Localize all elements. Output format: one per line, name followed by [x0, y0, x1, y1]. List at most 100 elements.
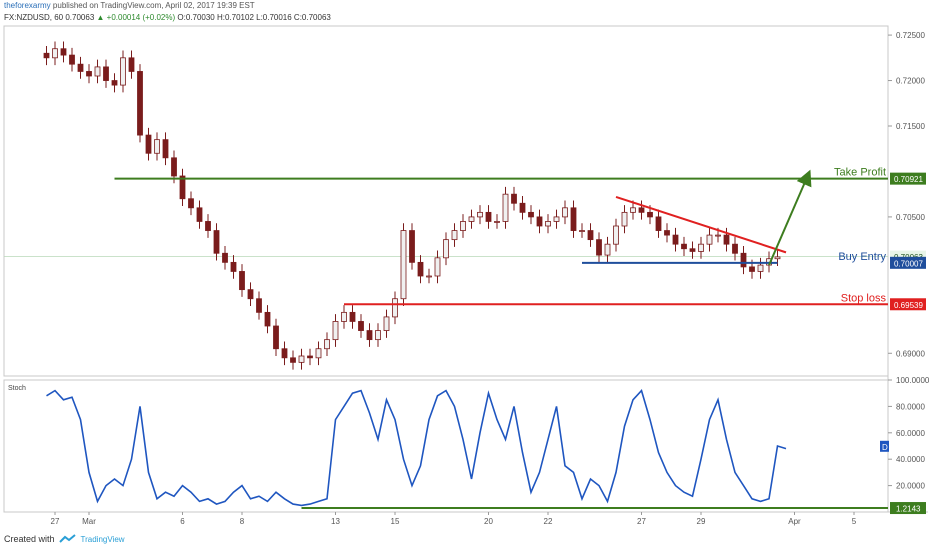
candle: [638, 207, 645, 213]
candle: [715, 234, 721, 237]
stoch-pane: [3, 379, 889, 513]
candle: [511, 193, 517, 204]
candle: [664, 230, 670, 236]
candle: [732, 243, 738, 254]
candle: [757, 264, 764, 272]
candle: [171, 157, 177, 177]
candle: [400, 230, 407, 300]
candle: [188, 198, 194, 209]
candle: [154, 139, 160, 154]
candle: [230, 261, 237, 272]
candle: [698, 243, 704, 252]
candle: [120, 57, 126, 86]
candle: [630, 207, 636, 213]
candle: [434, 257, 441, 277]
candle: [375, 330, 381, 341]
stoch-d-badge-text: D: [882, 443, 888, 452]
author-link[interactable]: theforexarmy: [4, 1, 51, 10]
candle: [570, 207, 577, 231]
time-tick-label: 5: [852, 517, 857, 526]
candle: [749, 266, 755, 272]
buy-entry-price-badge-text: 0.70007: [894, 259, 923, 268]
candle: [689, 248, 696, 252]
candle: [315, 348, 322, 359]
candle: [264, 311, 271, 327]
stoch-tick-label: 20.0000: [896, 482, 925, 491]
candle: [103, 66, 109, 81]
candle: [111, 80, 118, 86]
candle: [460, 221, 466, 231]
candle: [477, 211, 483, 218]
candle: [613, 225, 619, 245]
tradingview-logo-icon: [58, 534, 76, 543]
price-tick-label: 0.71500: [896, 122, 925, 131]
stop-loss-label: Stop loss: [841, 292, 887, 304]
candle: [281, 348, 288, 359]
candle: [239, 271, 245, 291]
time-tick-label: 20: [484, 517, 493, 526]
projection-arrow: [768, 169, 812, 266]
candle: [545, 221, 551, 227]
take-profit-price-badge: [890, 172, 926, 185]
candle: [672, 234, 679, 245]
candle: [247, 289, 254, 300]
candle: [494, 221, 500, 223]
resistance-trendline: [615, 195, 787, 254]
candle: [290, 357, 296, 363]
candle: [774, 256, 781, 260]
take-profit-price-badge-text: 0.70921: [894, 175, 923, 184]
candle: [740, 252, 747, 268]
tradingview-brand[interactable]: TradingView: [80, 534, 125, 544]
change-value: ▲ +0.00014 (+0.02%): [96, 13, 176, 22]
price-pane: [3, 25, 889, 377]
candle: [145, 134, 152, 154]
stoch-tick-label: 40.0000: [896, 455, 925, 464]
candle: [213, 230, 220, 254]
time-tick-label: 13: [331, 517, 340, 526]
stop-loss-price-badge-text: 0.69539: [894, 301, 923, 310]
stoch-tick-label: 80.0000: [896, 402, 925, 411]
time-tick-label: 27: [51, 517, 60, 526]
candle: [349, 311, 356, 322]
candle: [604, 243, 611, 256]
candle: [383, 316, 390, 331]
candle: [307, 355, 313, 359]
price-tick-label: 0.72000: [896, 77, 925, 86]
stoch-title: Stoch: [8, 385, 26, 392]
ohlc-values: O:0.70030 H:0.70102 L:0.70016 C:0.70063: [177, 13, 331, 22]
symbol-name: FX:NZDUSD, 60: [4, 13, 64, 22]
candle: [706, 234, 713, 245]
price-tick-label: 0.69000: [896, 349, 925, 358]
candle: [162, 139, 169, 159]
candle: [94, 66, 101, 77]
candle: [179, 175, 186, 200]
candle: [426, 275, 432, 278]
last-price-badge: [890, 250, 926, 263]
candle: [485, 211, 492, 222]
last-value: 0.70063: [65, 13, 95, 22]
price-tick-label: 0.70500: [896, 213, 925, 222]
candle: [647, 211, 653, 218]
stoch-support-badge: [890, 502, 926, 515]
publish-text: published on TradingView.com, April 02, …: [52, 1, 255, 10]
time-tick-label: 15: [391, 517, 400, 526]
created-with-text: Created with: [4, 534, 55, 544]
candle: [392, 298, 398, 318]
stoch-d-line: [46, 389, 787, 507]
candle: [681, 243, 687, 250]
candle: [553, 216, 560, 222]
candle: [205, 221, 211, 231]
stoch-tick-label: 100.0000: [896, 376, 930, 385]
candle: [621, 211, 628, 227]
candle: [417, 261, 424, 277]
buy-entry-label: Buy Entry: [838, 251, 886, 263]
time-tick-label: 6: [180, 517, 185, 526]
candle: [298, 355, 305, 363]
candle: [655, 216, 662, 231]
candle: [366, 330, 373, 341]
candle: [86, 71, 92, 77]
stoch-tick-label: 60.0000: [896, 429, 925, 438]
candle: [562, 207, 568, 218]
candle: [723, 234, 730, 245]
